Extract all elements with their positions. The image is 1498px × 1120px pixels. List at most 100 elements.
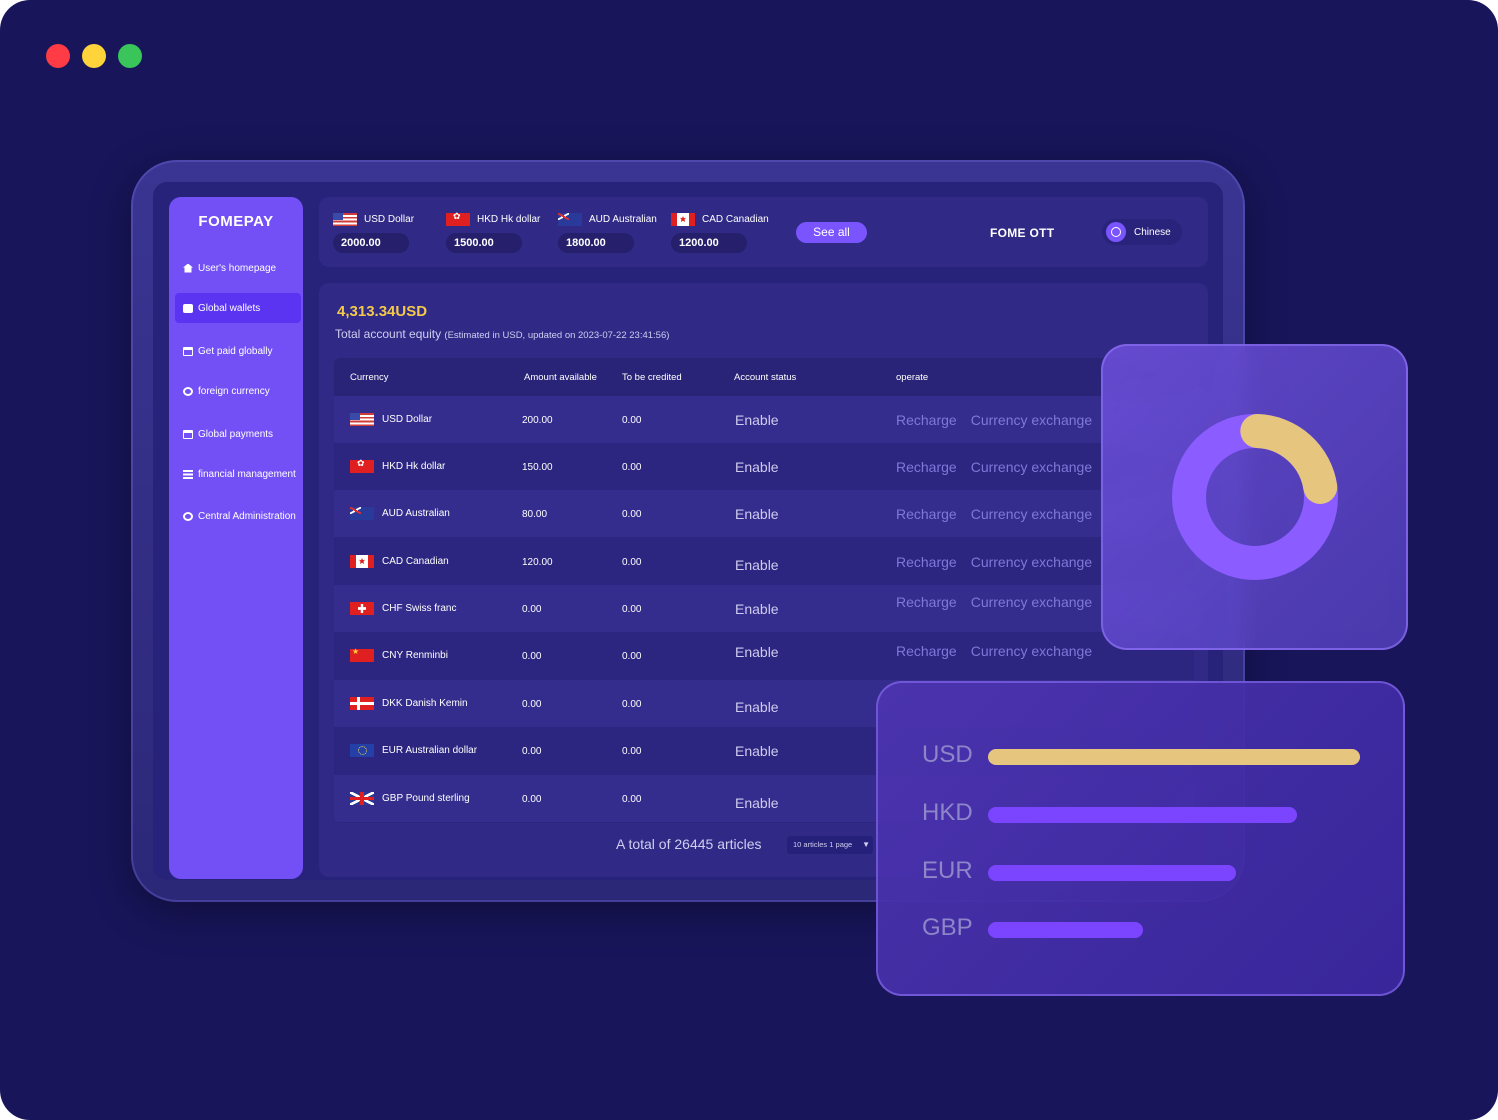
cell-amount-available: 150.00 <box>522 462 553 473</box>
language-label: Chinese <box>1134 226 1171 238</box>
currency-code: DKK <box>382 698 403 709</box>
topbar-currency-fullname: Australian <box>610 214 657 225</box>
cell-currency: CNY Renminbi <box>350 632 448 679</box>
cell-account-status: Enable <box>735 458 779 475</box>
currency-name: Dollar <box>403 414 433 425</box>
topbar-currency-cad[interactable]: CAD Canadian 1200.00 <box>671 197 781 267</box>
topbar-currency-code: USD <box>364 214 386 225</box>
table-row: USD Dollar 200.00 0.00 Enable Recharge Curren… <box>334 396 1194 443</box>
recharge-link[interactable]: Recharge <box>896 553 957 570</box>
topbar-currency-fullname: Canadian <box>723 214 769 225</box>
brand-logo[interactable]: FOMEPAY <box>198 213 274 230</box>
currency-code: HKD <box>382 461 404 472</box>
cell-to-be-credited: 0.00 <box>622 462 642 473</box>
cell-operate: Recharge Currency exchange <box>896 538 1092 585</box>
donut-segment-gold <box>1172 414 1338 580</box>
topbar-currency-value: 1200.00 <box>671 233 747 253</box>
table-row: CAD Canadian 120.00 0.00 Enable Recharge Curr… <box>334 538 1194 585</box>
header-operate: operate <box>896 372 929 383</box>
currency-name: Australian <box>403 508 450 519</box>
donut-chart <box>1172 414 1338 580</box>
recharge-link[interactable]: Recharge <box>896 505 957 522</box>
currency-label: AUD Australian <box>382 508 450 519</box>
cell-account-status: Enable <box>735 411 779 428</box>
recharge-link[interactable]: Recharge <box>896 458 957 475</box>
settings-icon <box>183 511 193 521</box>
pager-total: A total of 26445 articles <box>616 836 762 852</box>
bar-label: GBP <box>922 914 973 941</box>
currency-name: Hk dollar <box>403 461 446 472</box>
topbar-currency-code: AUD <box>589 214 611 225</box>
currency-label: CNY Renminbi <box>382 650 448 661</box>
bar-gbp <box>988 922 1143 938</box>
flag-hk-icon <box>350 459 374 473</box>
table-row: EUR Australian dollar 0.00 0.00 Enable <box>334 727 1194 774</box>
page-size-value: 10 articles 1 page <box>793 840 853 849</box>
topbar-currency-hkd[interactable]: HKD Hk dollar 1500.00 <box>446 197 556 267</box>
cell-operate: Recharge Currency exchange <box>896 443 1092 490</box>
topbar-currency-label: HKD Hk dollar <box>477 214 540 225</box>
topbar-currency-label: USD Dollar <box>364 214 414 225</box>
table-row: AUD Australian 80.00 0.00 Enable Recharge Cur… <box>334 490 1194 537</box>
close-window-button[interactable] <box>46 44 70 68</box>
see-all-button[interactable]: See all <box>796 222 867 243</box>
recharge-link[interactable]: Recharge <box>896 642 957 659</box>
topbar-currency-value: 2000.00 <box>333 233 409 253</box>
language-selector[interactable]: Chinese <box>1102 219 1182 245</box>
table-row: CNY Renminbi 0.00 0.00 Enable Recharge Curren… <box>334 632 1194 679</box>
currency-name: Australian dollar <box>403 745 478 756</box>
sidebar-item-label: Global payments <box>198 428 274 440</box>
flag-eu-icon <box>350 744 374 757</box>
currency-exchange-link[interactable]: Currency exchange <box>970 505 1093 522</box>
sidebar-item-foreign-currency[interactable]: foreign currency <box>175 376 301 406</box>
topbar-currency-name: CAD Canadian <box>671 213 769 226</box>
card-icon <box>183 429 193 439</box>
topbar-currency-aud[interactable]: AUD Australian 1800.00 <box>558 197 668 267</box>
cell-account-status: Enable <box>735 505 779 522</box>
currency-exchange-link[interactable]: Currency exchange <box>970 642 1093 659</box>
sidebar-item-global-payments[interactable]: Global payments <box>175 419 301 449</box>
flag-ca-icon <box>671 213 695 226</box>
flag-au-icon <box>558 213 582 226</box>
topbar-currency-value: 1800.00 <box>558 233 634 253</box>
currency-exchange-link[interactable]: Currency exchange <box>970 458 1093 475</box>
wallet-table: Currency Amount available To be credited… <box>334 358 1194 823</box>
topbar-currency-usd[interactable]: USD Dollar 2000.00 <box>333 197 443 267</box>
sidebar-item-global-wallets[interactable]: Global wallets <box>175 293 301 323</box>
sidebar-item-financial-management[interactable]: financial management <box>175 459 301 489</box>
currency-name: Danish Kemin <box>402 698 468 709</box>
flag-cn-icon <box>350 647 374 662</box>
sidebar-item-get-paid-globally[interactable]: Get paid globally <box>175 336 301 366</box>
cell-account-status: Enable <box>735 742 779 759</box>
currency-exchange-link[interactable]: Currency exchange <box>970 593 1093 610</box>
maximize-window-button[interactable] <box>118 44 142 68</box>
recharge-link[interactable]: Recharge <box>896 411 957 428</box>
currency-code: USD <box>382 414 404 425</box>
currency-topbar: USD Dollar 2000.00 HKD Hk dollar 1500.00 AUD… <box>319 197 1208 267</box>
cell-operate: Recharge Currency exchange <box>896 578 1092 625</box>
cell-to-be-credited: 0.00 <box>622 699 642 710</box>
topbar-currency-label: CAD Canadian <box>702 214 769 225</box>
bar-label: USD <box>922 741 973 768</box>
currency-name: Pound sterling <box>402 793 470 804</box>
cell-amount-available: 0.00 <box>522 746 542 757</box>
page-size-select[interactable]: 10 articles 1 page ▼ <box>787 836 873 854</box>
flag-us-icon <box>350 413 374 426</box>
topbar-currency-code: CAD <box>702 214 724 225</box>
currency-code: CAD <box>382 556 404 567</box>
currency-exchange-link[interactable]: Currency exchange <box>970 411 1093 428</box>
cell-currency: CAD Canadian <box>350 538 449 585</box>
topbar-currency-label: AUD Australian <box>589 214 657 225</box>
minimize-window-button[interactable] <box>82 44 106 68</box>
sidebar-item-user-s-homepage[interactable]: User's homepage <box>175 253 301 283</box>
card-icon <box>183 346 193 356</box>
sidebar-item-label: Global wallets <box>198 302 261 314</box>
currency-label: CAD Canadian <box>382 556 449 567</box>
sidebar-item-label: Get paid globally <box>198 345 273 357</box>
recharge-link[interactable]: Recharge <box>896 593 957 610</box>
sidebar-item-central-administration[interactable]: Central Administration <box>175 501 301 531</box>
currency-exchange-link[interactable]: Currency exchange <box>970 553 1093 570</box>
donut-card <box>1101 344 1408 650</box>
currency-label: EUR Australian dollar <box>382 745 477 756</box>
flag-gb-icon <box>350 792 374 805</box>
